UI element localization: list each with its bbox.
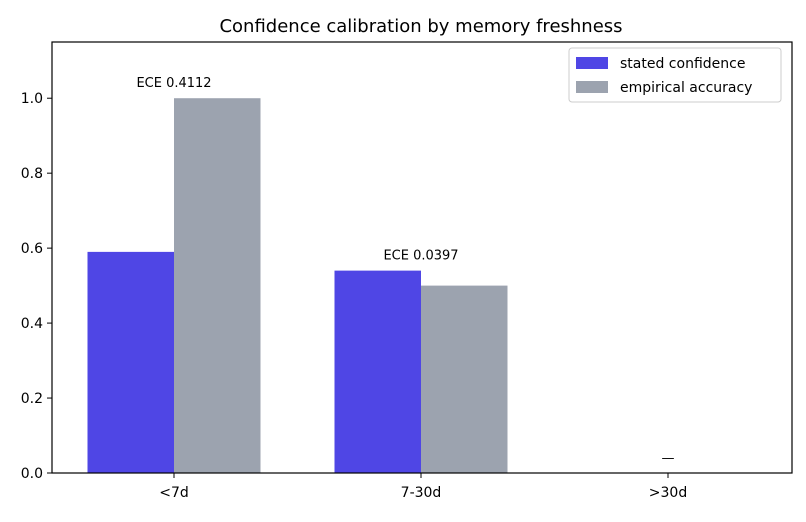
bar-empirical-accuracy-0 <box>174 98 261 473</box>
y-tick-label-5: 1.0 <box>21 91 43 107</box>
annotations-layer: ECE 0.4112 ECE 0.0397 — <box>136 76 674 466</box>
bar-empirical-accuracy-1 <box>421 285 508 473</box>
annotation-label-0: ECE 0.4112 <box>136 76 211 91</box>
bar-stated-confidence-1 <box>334 270 421 473</box>
x-axis: <7d 7-30d >30d <box>159 473 687 501</box>
bar-stated-confidence-0 <box>87 251 174 473</box>
y-tick-label-3: 0.6 <box>21 241 43 257</box>
legend: stated confidence empirical accuracy <box>568 47 782 103</box>
x-tick-label-0: <7d <box>159 485 189 501</box>
y-tick-label-4: 0.8 <box>21 166 43 182</box>
annotation-label-2: — <box>662 451 675 466</box>
legend-swatch-0 <box>576 57 608 69</box>
bars-layer <box>87 98 508 473</box>
x-tick-label-2: >30d <box>649 485 687 501</box>
legend-label-1: empirical accuracy <box>620 80 752 96</box>
x-tick-label-1: 7-30d <box>401 485 442 501</box>
y-axis: 0.0 0.2 0.4 0.6 0.8 1.0 <box>21 91 52 482</box>
chart-title: Confidence calibration by memory freshne… <box>219 16 622 37</box>
y-tick-label-1: 0.2 <box>21 391 43 407</box>
y-tick-label-0: 0.0 <box>21 466 43 482</box>
y-tick-label-2: 0.4 <box>21 316 43 332</box>
legend-box <box>568 47 782 103</box>
annotation-label-1: ECE 0.0397 <box>383 249 458 264</box>
plot-frame <box>51 41 793 474</box>
legend-swatch-1 <box>576 81 608 93</box>
legend-label-0: stated confidence <box>620 56 745 72</box>
